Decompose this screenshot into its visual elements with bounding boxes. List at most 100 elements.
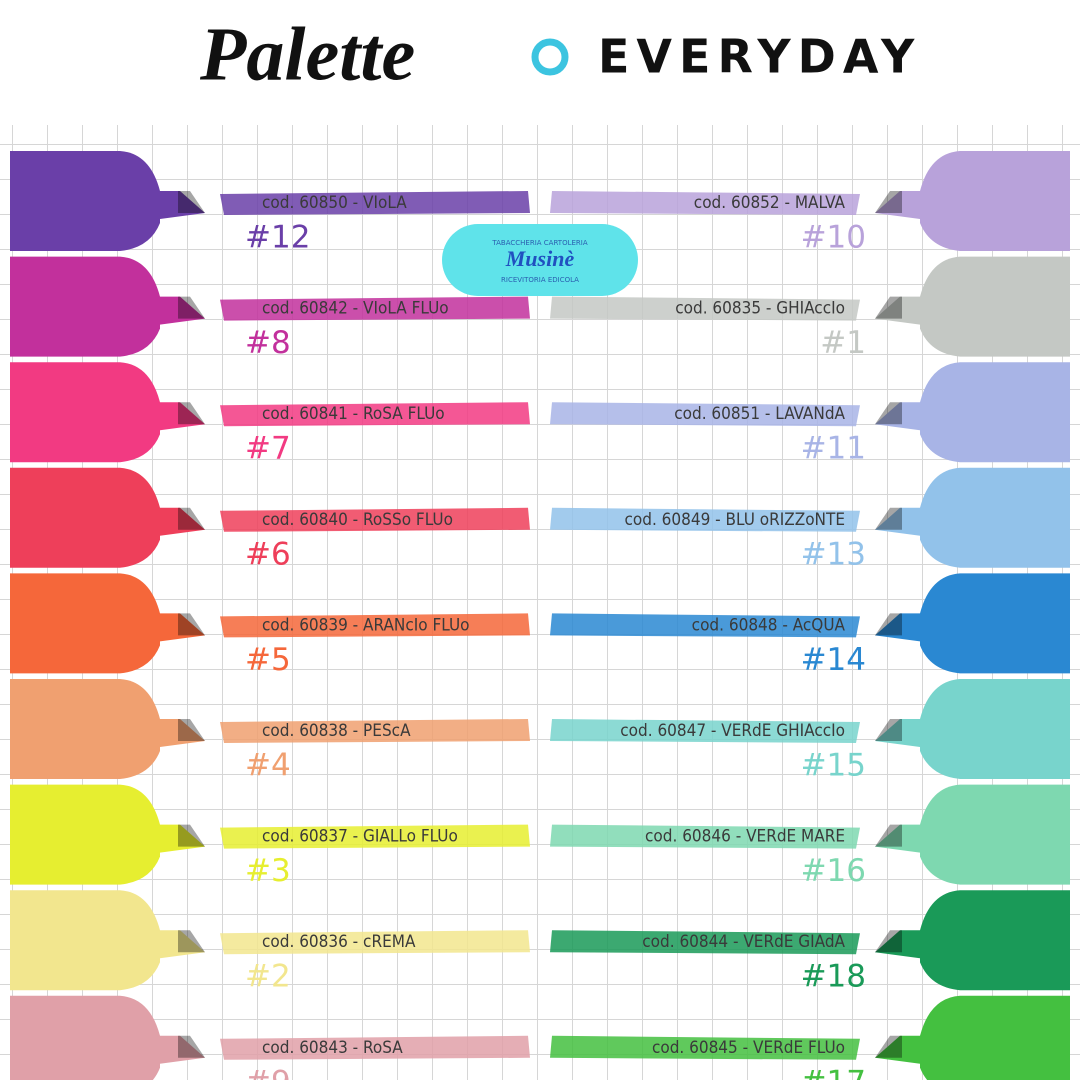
marker <box>920 784 1070 885</box>
marker-nib <box>178 613 205 636</box>
highlight-stroke <box>550 719 860 743</box>
marker-nib <box>178 296 205 319</box>
color-number: #5 <box>245 642 291 678</box>
code-label: cod. 60836 - cREMA <box>262 932 416 952</box>
highlight-stroke <box>550 507 860 532</box>
code-label: cod. 60838 - PEScA <box>262 721 411 741</box>
code-label: cod. 60850 - VIoLA <box>262 193 407 213</box>
code-label: cod. 60835 - GHIAccIo <box>675 299 845 319</box>
marker <box>920 467 1070 568</box>
marker-tip <box>160 613 205 642</box>
marker <box>920 362 1070 463</box>
marker-nib <box>178 930 205 953</box>
highlight-stroke <box>220 191 530 215</box>
marker-nib <box>875 930 902 953</box>
logo-bottom: RICEVITORIA EDICOLA <box>501 276 579 284</box>
color-number: #1 <box>820 325 866 361</box>
marker-tip <box>875 402 920 431</box>
marker-nib <box>875 1035 902 1058</box>
highlight-stroke <box>550 613 860 638</box>
code-label: cod. 60843 - RoSA <box>262 1038 403 1058</box>
marker <box>10 573 160 674</box>
code-label: cod. 60839 - ARANcIo FLUo <box>262 615 470 635</box>
marker-nib <box>875 507 902 530</box>
marker <box>920 890 1070 991</box>
logo-top: TABACCHERIA CARTOLERIA <box>491 239 587 247</box>
color-number: #2 <box>245 959 291 995</box>
logo: TABACCHERIA CARTOLERIA Musinè RICEVITORI… <box>442 224 638 296</box>
color-number: #4 <box>245 748 291 784</box>
marker-tip <box>875 1035 920 1064</box>
marker-nib <box>875 613 902 636</box>
color-number: #9 <box>245 1064 291 1080</box>
marker-tip <box>160 191 205 219</box>
highlight-stroke <box>220 930 530 955</box>
marker-nib <box>875 296 902 319</box>
color-number: #11 <box>801 431 866 467</box>
marker-tip <box>160 1035 205 1064</box>
marker <box>10 151 160 251</box>
icon <box>531 38 569 76</box>
marker <box>920 573 1070 674</box>
marker <box>10 679 160 779</box>
color-number: #3 <box>245 853 291 889</box>
color-number: #14 <box>801 642 866 678</box>
code-label: cod. 60840 - RoSSo FLUo <box>262 510 453 530</box>
highlight-stroke <box>550 1035 860 1060</box>
color-number: #10 <box>801 220 866 256</box>
marker <box>920 151 1070 251</box>
marker-nib <box>178 719 205 741</box>
marker-nib <box>875 402 902 425</box>
highlight-stroke <box>550 191 860 215</box>
marker-nib <box>875 824 902 847</box>
logo-name: Musinè <box>505 246 575 271</box>
code-label: cod. 60845 - VERdE FLUo <box>652 1038 845 1058</box>
highlight-stroke <box>220 613 530 638</box>
marker-tip <box>160 402 205 431</box>
marker <box>10 995 160 1080</box>
code-label: cod. 60848 - AcQUA <box>692 615 846 635</box>
marker-tip <box>160 930 205 959</box>
marker-tip <box>875 719 920 747</box>
code-label: cod. 60852 - MALVA <box>694 193 846 213</box>
marker-tip <box>160 824 205 853</box>
marker-tip <box>160 507 205 536</box>
marker <box>10 362 160 463</box>
highlight-stroke <box>220 1035 530 1060</box>
highlight-stroke <box>220 296 530 321</box>
marker <box>920 679 1070 779</box>
marker <box>10 784 160 885</box>
code-label: cod. 60844 - VERdE GIAdA <box>642 932 845 952</box>
code-label: cod. 60842 - VIoLA FLUo <box>262 299 449 319</box>
marker-nib <box>875 719 902 741</box>
marker-tip <box>875 191 920 219</box>
marker-nib <box>178 191 205 213</box>
marker-tip <box>160 296 205 325</box>
code-label: cod. 60847 - VERdE GHIAccIo <box>620 721 845 741</box>
color-number: #18 <box>801 959 866 995</box>
logo-badge <box>442 224 638 296</box>
marker <box>920 256 1070 357</box>
color-number: #6 <box>245 536 291 572</box>
highlight-stroke <box>550 402 860 427</box>
highlight-stroke <box>550 824 860 849</box>
highlight-stroke <box>550 296 860 321</box>
title: Palette <box>199 12 415 96</box>
color-number: #13 <box>801 536 866 572</box>
marker <box>10 467 160 568</box>
header-band <box>0 0 1080 125</box>
code-label: cod. 60849 - BLU oRIZZoNTE <box>624 510 845 530</box>
code-label: cod. 60841 - RoSA FLUo <box>262 404 445 424</box>
color-number: #12 <box>245 220 310 256</box>
marker-tip <box>160 719 205 747</box>
color-number: #16 <box>801 853 866 889</box>
color-number: #17 <box>801 1064 866 1080</box>
marker-nib <box>178 507 205 530</box>
color-number: #8 <box>245 325 291 361</box>
marker <box>10 256 160 357</box>
marker-tip <box>875 930 920 959</box>
marker-tip <box>875 613 920 642</box>
highlight-stroke <box>220 824 530 849</box>
